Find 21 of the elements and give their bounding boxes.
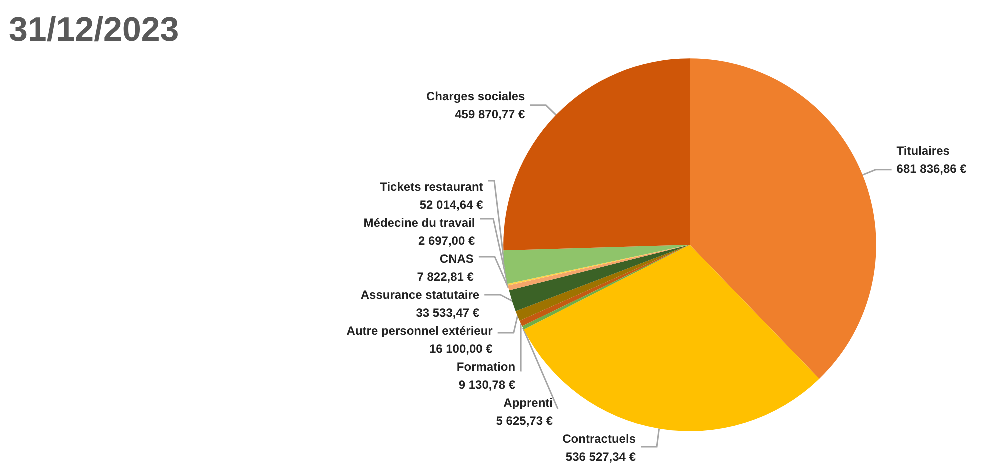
data-label: 33 533,47 €: [416, 306, 480, 320]
data-label: 9 130,78 €: [458, 378, 516, 392]
slice-label: Apprenti: [504, 396, 554, 410]
slice-label: Tickets restaurant: [380, 180, 484, 194]
slice-label: Titulaires: [896, 144, 950, 158]
data-label: 681 836,86 €: [896, 162, 968, 176]
data-label: 5 625,73 €: [496, 414, 554, 428]
slice-label: Médecine du travail: [364, 216, 476, 230]
slice-label: Charges sociales: [426, 89, 526, 104]
slice-label: Autre personnel extérieur: [346, 324, 494, 338]
data-label: 52 014,64 €: [420, 198, 484, 212]
data-label: 16 100,00 €: [429, 342, 494, 356]
data-label: 7 822,81 €: [417, 270, 474, 284]
slice-label: Contractuels: [562, 432, 636, 446]
data-label: 459 870,77 €: [455, 107, 526, 122]
slice-label: Assurance statutaire: [360, 288, 480, 302]
data-label: 2 697,00 €: [418, 234, 476, 248]
data-label: 536 527,34 €: [566, 450, 636, 464]
slice-label: Formation: [456, 360, 516, 374]
chart-title: 31/12/2023: [9, 11, 180, 49]
slice-label: CNAS: [440, 252, 474, 266]
